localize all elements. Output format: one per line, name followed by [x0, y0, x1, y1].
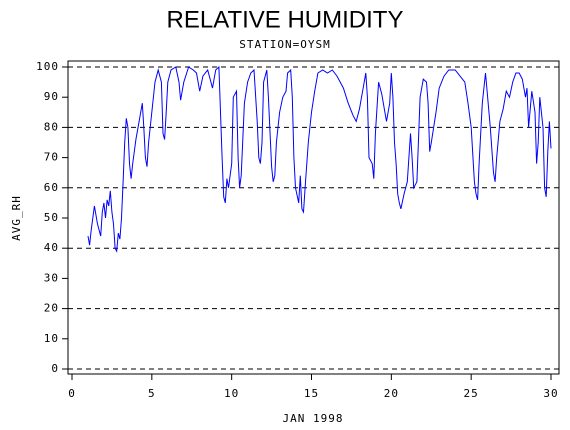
y-tick-label: 80 [44, 120, 59, 133]
chart-title: RELATIVE HUMIDITY [167, 6, 404, 33]
y-tick-label: 100 [36, 60, 59, 73]
y-tick-label: 0 [51, 362, 59, 375]
x-tick-label: 0 [68, 387, 76, 400]
x-tick-label: 30 [543, 387, 558, 400]
y-tick-label: 10 [44, 332, 59, 345]
x-tick-label: 10 [224, 387, 239, 400]
y-tick-label: 90 [44, 90, 59, 103]
y-tick-label: 40 [44, 241, 59, 254]
y-axis-label: AVG_RH [10, 195, 23, 241]
x-tick-label: 15 [304, 387, 319, 400]
y-tick-label: 20 [44, 302, 59, 315]
chart-subtitle: STATION=OYSM [239, 38, 330, 51]
x-tick-label: 25 [464, 387, 479, 400]
x-tick-label: 20 [384, 387, 399, 400]
y-tick-label: 60 [44, 181, 59, 194]
x-axis-label: JAN 1998 [283, 412, 344, 425]
x-tick-label: 5 [148, 387, 156, 400]
y-tick-label: 70 [44, 151, 59, 164]
y-tick-label: 50 [44, 211, 59, 224]
y-tick-label: 30 [44, 271, 59, 284]
data-line [87, 65, 552, 253]
